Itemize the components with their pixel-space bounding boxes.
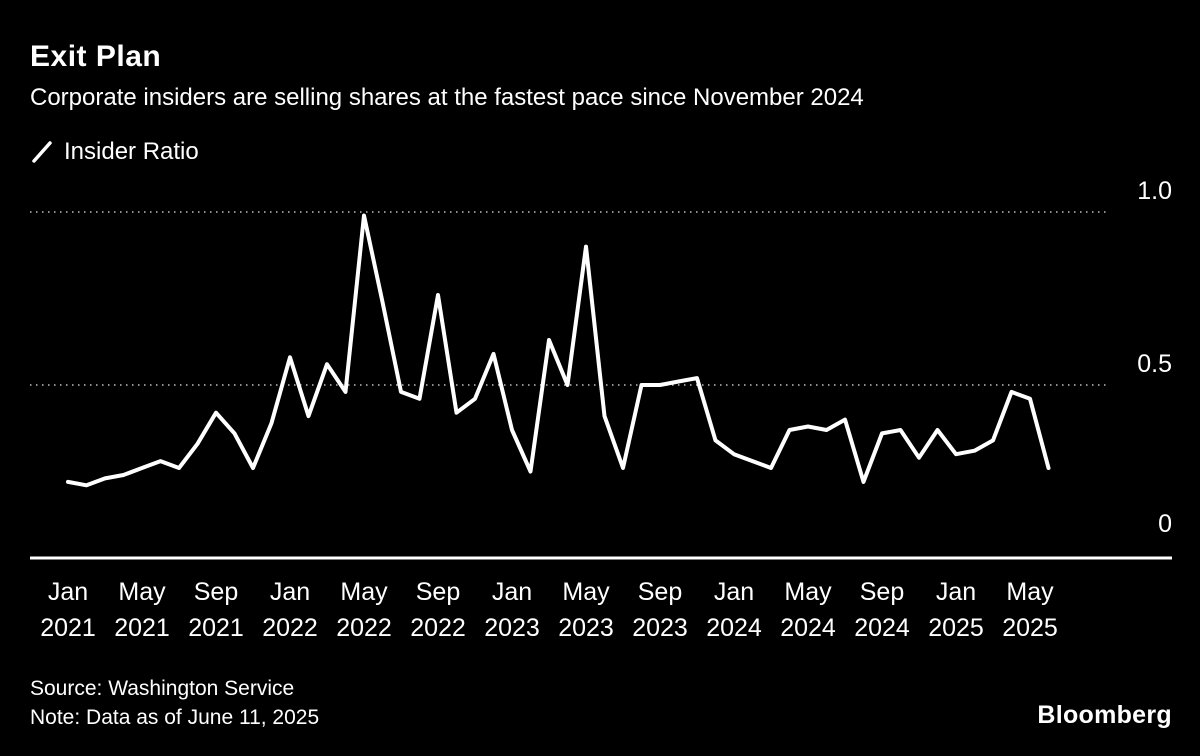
insider-ratio-chart: 1.0 0.5 0 Jan 2021 May 2021 Sep 2021 Jan 2022 May 20… <box>30 177 1172 642</box>
line-series-slash-icon <box>30 140 54 164</box>
x-tick-month-label: May <box>340 578 388 606</box>
x-tick-month-label: Jan <box>492 578 532 606</box>
chart-title: Exit Plan <box>30 40 162 73</box>
x-tick-month-label: Jan <box>714 578 754 606</box>
x-tick-month-label: May <box>562 578 610 606</box>
x-tick-year-label: 2023 <box>484 614 540 642</box>
x-tick-month-label: Jan <box>270 578 310 606</box>
y-tick-label: 0.5 <box>1137 350 1172 378</box>
x-tick-month-label: Sep <box>860 578 904 606</box>
x-tick-year-label: 2022 <box>410 614 466 642</box>
x-tick-month-label: May <box>784 578 832 606</box>
bloomberg-logo: Bloomberg <box>1037 701 1172 729</box>
y-tick-label: 1.0 <box>1137 177 1172 205</box>
x-tick-month-label: Sep <box>416 578 460 606</box>
x-tick-month-label: Jan <box>936 578 976 606</box>
x-tick-year-label: 2024 <box>854 614 910 642</box>
x-tick-year-label: 2024 <box>780 614 836 642</box>
x-tick-year-label: 2023 <box>632 614 688 642</box>
x-tick-year-label: 2022 <box>336 614 392 642</box>
x-tick-year-label: 2021 <box>40 614 96 642</box>
x-tick-year-label: 2021 <box>114 614 170 642</box>
x-tick-year-label: 2021 <box>188 614 244 642</box>
insider-ratio-line <box>66 213 1051 488</box>
x-tick-month-label: Sep <box>194 578 238 606</box>
x-tick-year-label: 2023 <box>558 614 614 642</box>
x-tick-year-label: 2025 <box>1002 614 1058 642</box>
x-tick-month-label: Sep <box>638 578 682 606</box>
chart-legend: Insider Ratio <box>30 138 199 166</box>
legend-series-label: Insider Ratio <box>64 138 199 165</box>
x-tick-month-label: May <box>1006 578 1054 606</box>
note-text: Note: Data as of June 11, 2025 <box>30 706 320 729</box>
x-tick-month-label: May <box>118 578 166 606</box>
chart-footer: Source: Washington Service Note: Data as… <box>30 674 319 732</box>
source-text: Source: Washington Service <box>30 677 295 700</box>
y-tick-label: 0 <box>1158 510 1172 538</box>
x-tick-month-label: Jan <box>48 578 88 606</box>
chart-subtitle: Corporate insiders are selling shares at… <box>30 84 864 111</box>
x-tick-year-label: 2025 <box>928 614 984 642</box>
x-tick-year-label: 2022 <box>262 614 318 642</box>
x-tick-year-label: 2024 <box>706 614 762 642</box>
